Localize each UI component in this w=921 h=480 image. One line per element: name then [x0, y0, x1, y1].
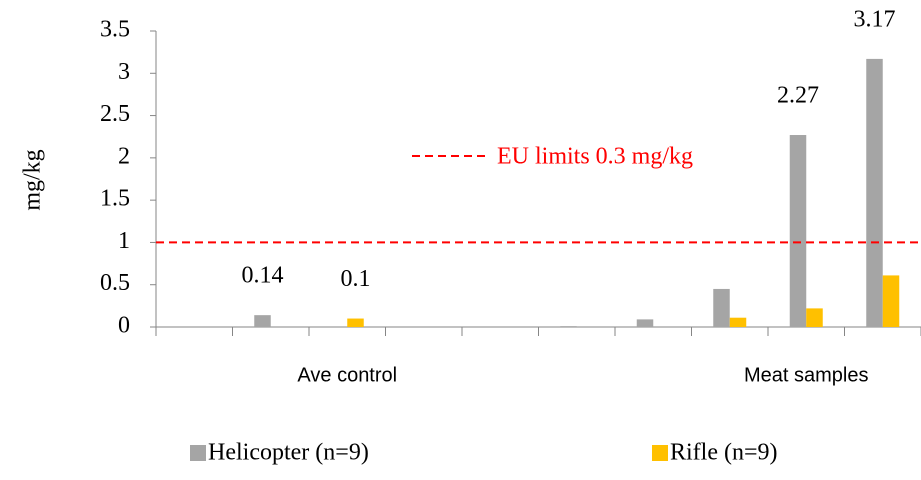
legend-label: Rifle (n=9) [670, 440, 778, 466]
x-tick-label: Ave control [297, 364, 397, 386]
bar [560, 326, 577, 327]
y-tick-label: 2 [118, 143, 130, 169]
bar [636, 319, 654, 327]
y-tick-label: 3.5 [100, 17, 130, 43]
legend-swatch [652, 445, 668, 461]
y-tick-label: 1 [118, 228, 130, 254]
data-label: 0.1 [341, 266, 371, 292]
y-tick-label: 0 [118, 313, 130, 339]
y-axis-label: mg/kg [20, 149, 46, 210]
y-tick-label: 1.5 [100, 186, 130, 212]
bar [789, 135, 807, 327]
legend-swatch [190, 445, 206, 461]
bar [729, 317, 747, 327]
y-tick-label: 0.5 [100, 270, 130, 296]
legend-label: Helicopter (n=9) [208, 440, 369, 466]
bar [882, 275, 900, 327]
bar [347, 318, 364, 327]
y-tick-label: 2.5 [100, 101, 130, 127]
x-tick-label: Meat samples [744, 364, 869, 386]
reference-label: EU limits 0.3 mg/kg [497, 144, 693, 170]
bar [806, 308, 823, 327]
bar [713, 288, 730, 327]
y-tick-label: 3 [118, 59, 130, 85]
data-label: 3.17 [854, 6, 896, 32]
data-label: 0.14 [242, 263, 284, 289]
bar [254, 315, 271, 327]
data-label: 2.27 [777, 83, 819, 109]
bar [866, 58, 883, 328]
